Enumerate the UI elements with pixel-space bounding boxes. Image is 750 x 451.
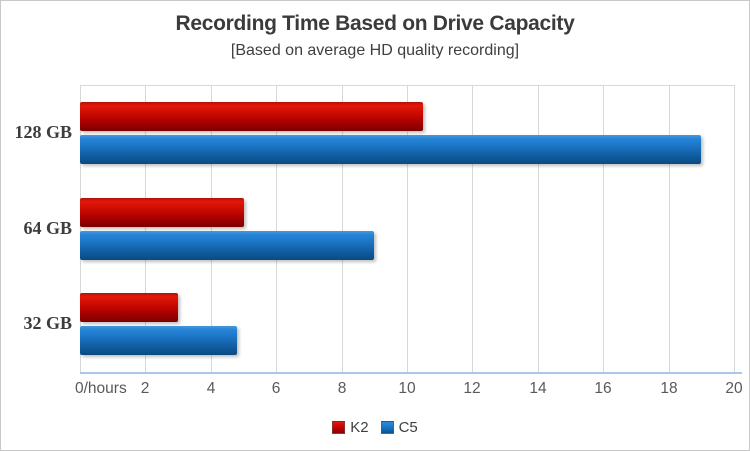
gridline-x-8	[342, 85, 343, 372]
legend-swatch-c5	[380, 421, 394, 434]
legend: K2 C5	[1, 419, 749, 436]
x-tick-0-hours: 0/hours	[75, 380, 127, 397]
gridline-x-4	[211, 85, 212, 372]
x-axis-line	[80, 372, 742, 374]
plot-area	[80, 85, 735, 372]
gridline-x-0	[80, 85, 81, 372]
x-tick-20: 20	[725, 380, 743, 397]
category-label-128gb: 128 GB	[14, 122, 72, 142]
gridline-x-12	[472, 85, 473, 372]
category-label-64gb: 64 GB	[23, 218, 72, 238]
chart-subtitle: [Based on average HD quality recording]	[230, 42, 520, 59]
gridline-x-16	[603, 85, 604, 372]
x-tick-6: 6	[271, 380, 281, 397]
legend-label-k2: K2	[350, 419, 369, 436]
gridline-x-10	[407, 85, 408, 372]
bar-c5-128gb	[80, 135, 701, 164]
legend-item-c5: C5	[380, 419, 418, 436]
gridline-x-2	[145, 85, 146, 372]
x-tick-14: 14	[529, 380, 547, 397]
legend-label-c5: C5	[398, 419, 418, 436]
x-tick-12: 12	[463, 380, 481, 397]
bar-k2-128gb	[80, 102, 423, 131]
bar-k2-64gb	[80, 198, 244, 227]
x-tick-8: 8	[337, 380, 347, 397]
chart-title: Recording Time Based on Drive Capacity	[175, 12, 575, 35]
gridline-x-6	[276, 85, 277, 372]
x-tick-18: 18	[660, 380, 678, 397]
category-label-32gb: 32 GB	[23, 313, 72, 333]
x-tick-4: 4	[206, 380, 216, 397]
gridline-x-14	[538, 85, 539, 372]
x-tick-16: 16	[594, 380, 612, 397]
legend-swatch-k2	[332, 421, 346, 434]
bar-c5-32gb	[80, 326, 237, 355]
x-tick-2: 2	[140, 380, 150, 397]
x-tick-10: 10	[398, 380, 416, 397]
gridline-x-20	[734, 85, 735, 372]
legend-item-k2: K2	[332, 419, 369, 436]
bar-k2-32gb	[80, 293, 178, 322]
gridline-x-18	[669, 85, 670, 372]
bar-c5-64gb	[80, 231, 374, 260]
